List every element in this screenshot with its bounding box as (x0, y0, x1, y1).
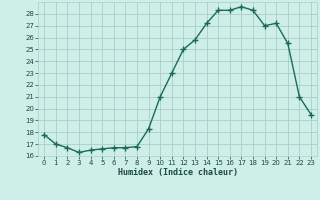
X-axis label: Humidex (Indice chaleur): Humidex (Indice chaleur) (118, 168, 238, 177)
